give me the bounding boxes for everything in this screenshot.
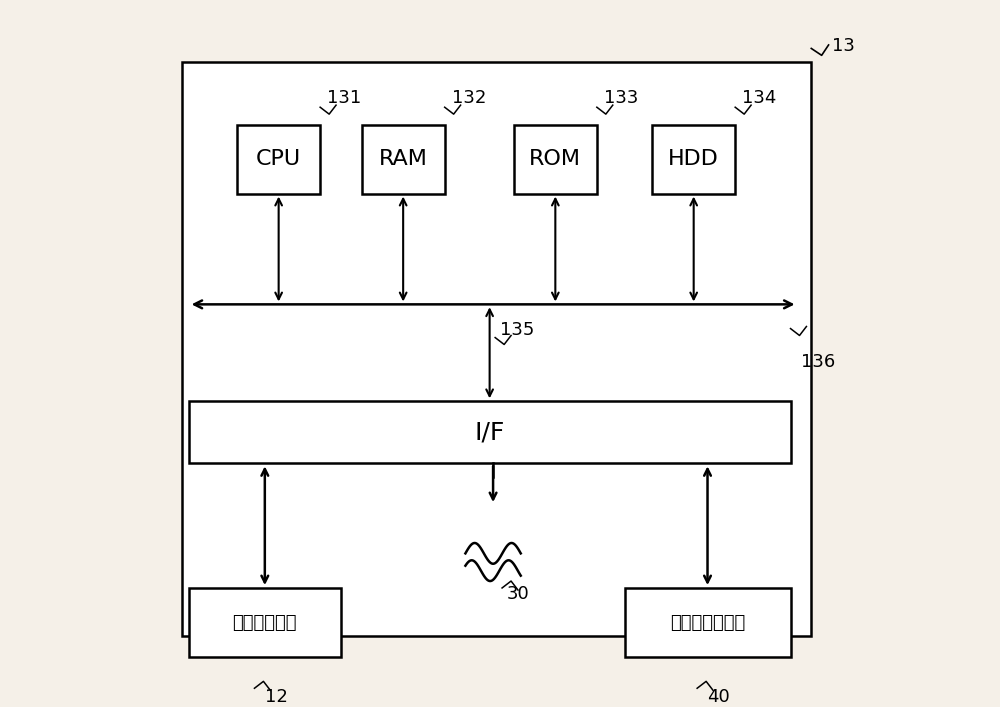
Text: 30: 30 (507, 585, 530, 602)
Text: CPU: CPU (256, 149, 301, 169)
Text: 维护用终端装置: 维护用终端装置 (670, 614, 745, 631)
Text: I/F: I/F (474, 421, 505, 444)
Text: 134: 134 (742, 89, 776, 107)
FancyBboxPatch shape (514, 124, 597, 194)
FancyBboxPatch shape (652, 124, 735, 194)
Text: 136: 136 (801, 353, 835, 370)
FancyBboxPatch shape (189, 401, 791, 464)
FancyBboxPatch shape (189, 588, 341, 657)
FancyBboxPatch shape (237, 124, 320, 194)
Text: ROM: ROM (529, 149, 581, 169)
Text: 40: 40 (708, 688, 730, 706)
Text: 131: 131 (327, 89, 361, 107)
Text: 135: 135 (500, 321, 534, 339)
Text: 133: 133 (604, 89, 638, 107)
Text: 13: 13 (832, 37, 855, 55)
Text: HDD: HDD (668, 149, 719, 169)
FancyBboxPatch shape (362, 124, 445, 194)
FancyBboxPatch shape (182, 62, 811, 636)
Text: 电梯控制装置: 电梯控制装置 (233, 614, 297, 631)
Text: RAM: RAM (379, 149, 428, 169)
Text: 12: 12 (265, 688, 288, 706)
Text: 132: 132 (452, 89, 486, 107)
FancyBboxPatch shape (625, 588, 791, 657)
